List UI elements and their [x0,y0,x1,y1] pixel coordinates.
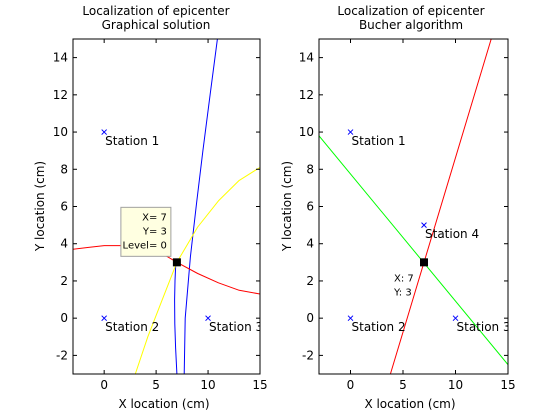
right-title-line-1: Localization of epicenter [337,4,484,18]
y-tick-label: 12 [299,88,314,102]
y-tick-label: 8 [306,162,314,176]
station-marker [205,315,211,322]
station-label: Station 1 [105,134,159,148]
station-marker [347,315,354,322]
y-tick-label: 10 [53,125,68,139]
y-tick-label: 12 [53,88,68,102]
station-marker [101,315,108,322]
y-tick-label: 4 [60,237,68,251]
x-tick-label: 10 [448,378,463,392]
y-tick-label: 0 [60,311,68,325]
left-x-tick-labels: 0 5 10 15 [100,378,267,392]
series-line-0 [183,39,218,374]
right-y-tick-labels: -2 0 2 4 6 8 10 12 14 [299,51,314,363]
y-tick-label: 8 [60,162,68,176]
x-tick-label: 15 [252,378,267,392]
epicenter-marker[interactable] [420,258,428,267]
y-tick-label: 14 [299,51,314,65]
station-label: Station 3 [457,320,511,334]
x-tick-label: 5 [152,378,160,392]
left-y-axis-label: Y location (cm) [33,161,47,252]
datatip-line: Level= 0 [123,240,167,251]
y-tick-label: 4 [306,237,314,251]
station-marker [101,129,108,135]
y-tick-label: 6 [306,200,314,214]
right-x-axis-label: X location (cm) [364,397,455,411]
station-label: Station 2 [105,320,159,334]
left-title-line-1: Localization of epicenter [82,4,229,18]
right-y-axis-label: Y location (cm) [280,161,294,252]
left-plot-graphical-solution: Localization of epicenter Graphical solu… [33,4,268,411]
y-tick-label: 6 [60,200,68,214]
station-marker [421,222,427,228]
series-line-4 [176,261,260,295]
left-title-line-2: Graphical solution [102,18,211,32]
y-tick-label: 2 [306,274,314,288]
station-label: Station 3 [209,320,263,334]
datatip-line: X= 7 [142,212,167,223]
left-y-tick-labels: -2 0 2 4 6 8 10 12 14 [53,51,68,363]
right-plot-bucher-algorithm: Localization of epicenter Bucher algorit… [280,4,516,411]
station-marker [452,315,459,322]
series-line-0 [319,135,508,366]
y-tick-label: 2 [60,274,68,288]
epicenter-coordinate-label: X: 7 [394,273,414,284]
epicenter-coordinate-label: Y: 3 [393,287,412,298]
right-plot-area: Station 1 Station 2 Station 3 Station 4 [319,39,511,374]
left-plot-area: Station 1 Station 2 Station 3 [73,39,263,374]
y-tick-label: -2 [56,348,68,362]
right-x-tick-labels: 0 5 10 15 [347,378,516,392]
epicenter-marker[interactable] [172,258,181,267]
x-tick-label: 15 [500,378,515,392]
left-x-axis-label: X location (cm) [118,397,209,411]
station-label: Station 4 [425,227,479,241]
series-line-1 [174,260,178,374]
right-title-line-2: Bucher algorithm [359,18,463,32]
station-marker [347,129,354,135]
datatip-box [120,206,172,257]
series-line-1 [389,39,492,374]
datatip-line: Y= 3 [142,226,167,237]
station-label: Station 2 [352,320,406,334]
y-tick-label: 0 [306,311,314,325]
series-line-2 [134,166,260,374]
x-tick-label: 10 [200,378,215,392]
y-tick-label: 10 [299,125,314,139]
x-tick-label: 0 [347,378,355,392]
x-tick-label: 0 [100,378,108,392]
x-tick-label: 5 [399,378,407,392]
y-tick-label: 14 [53,51,68,65]
y-tick-label: -2 [302,348,314,362]
datatip[interactable]: X= 7 Y= 3 Level= 0 [120,206,172,257]
station-label: Station 1 [352,134,406,148]
